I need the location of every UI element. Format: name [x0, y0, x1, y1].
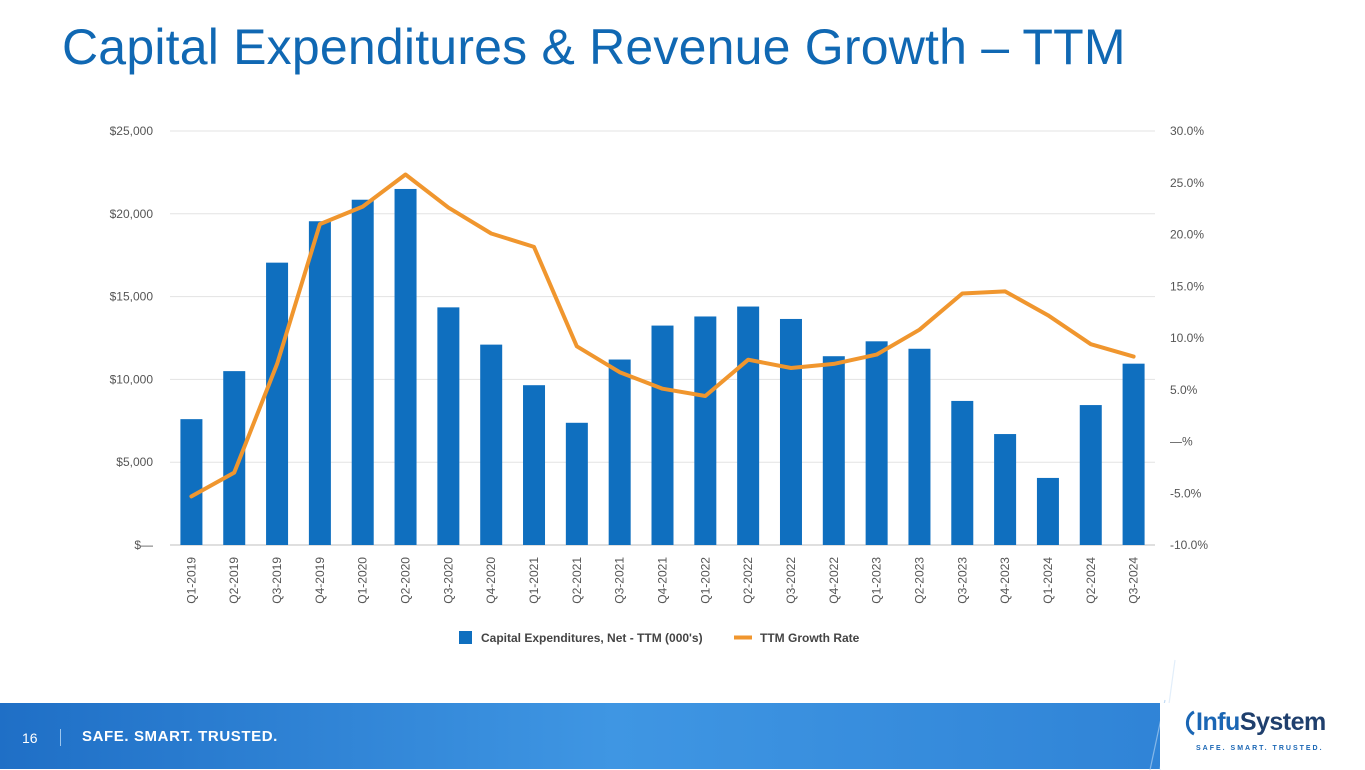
x-axis-tick-label: Q4-2022 — [827, 557, 841, 604]
x-axis-tick-label: Q3-2019 — [270, 557, 284, 604]
capex-bar — [652, 326, 674, 545]
legend-swatch-capex — [459, 631, 472, 644]
left-axis-ticks: $— $5,000 $10,000 $15,000 $20,000 $25,000 — [110, 124, 154, 552]
capex-bar — [866, 341, 888, 545]
x-axis-tick-label: Q1-2022 — [698, 557, 712, 604]
capex-bar — [395, 189, 417, 545]
capex-bar — [1080, 405, 1102, 545]
right-axis-tick-label: -5.0% — [1170, 486, 1202, 500]
x-axis-tick-label: Q4-2019 — [313, 557, 327, 604]
capex-bar — [737, 307, 759, 545]
capex-bar — [180, 419, 202, 545]
capex-bars — [180, 189, 1144, 545]
capex-bar — [694, 316, 716, 545]
capex-growth-chart: $— $5,000 $10,000 $15,000 $20,000 $25,000 -10… — [0, 0, 1365, 700]
right-axis-tick-label: —% — [1170, 435, 1193, 449]
x-axis-tick-label: Q3-2021 — [613, 557, 627, 604]
left-axis-tick-label: $5,000 — [116, 455, 153, 469]
x-axis-tick-label: Q1-2023 — [870, 557, 884, 604]
x-axis-tick-label: Q1-2021 — [527, 557, 541, 604]
x-axis-tick-label: Q4-2020 — [484, 557, 498, 604]
capex-bar — [609, 360, 631, 545]
x-axis-tick-label: Q2-2020 — [399, 557, 413, 604]
x-axis-tick-label: Q3-2023 — [955, 557, 969, 604]
capex-bar — [1037, 478, 1059, 545]
x-axis-tick-label: Q2-2024 — [1084, 557, 1098, 604]
company-logo: InfuSystem — [1196, 708, 1326, 737]
left-axis-tick-label: $25,000 — [110, 124, 154, 138]
capex-bar — [780, 319, 802, 545]
x-axis-tick-label: Q3-2022 — [784, 557, 798, 604]
capex-bar — [480, 345, 502, 545]
x-axis-tick-label: Q2-2021 — [570, 557, 584, 604]
capex-bar — [523, 385, 545, 545]
logo-prefix: Infu — [1196, 708, 1240, 736]
right-axis-tick-label: 10.0% — [1170, 331, 1204, 345]
capex-bar — [352, 200, 374, 545]
right-axis-tick-label: -10.0% — [1170, 538, 1208, 552]
logo-tagline: SAFE. SMART. TRUSTED. — [1196, 745, 1324, 752]
capex-bar — [951, 401, 973, 545]
x-axis-tick-label: Q4-2023 — [998, 557, 1012, 604]
x-axis-tick-label: Q2-2022 — [741, 557, 755, 604]
x-axis-tick-label: Q1-2020 — [356, 557, 370, 604]
capex-bar — [309, 221, 331, 545]
capex-bar — [566, 423, 588, 545]
x-axis-tick-label: Q4-2021 — [656, 557, 670, 604]
x-axis-tick-label: Q1-2019 — [184, 557, 198, 604]
x-axis-tick-label: Q3-2024 — [1127, 557, 1141, 604]
capex-bar — [994, 434, 1016, 545]
legend-label-growth: TTM Growth Rate — [760, 631, 860, 645]
capex-bar — [823, 356, 845, 545]
left-axis-tick-label: $— — [134, 538, 153, 552]
chart-legend: Capital Expenditures, Net - TTM (000's) T… — [459, 631, 860, 645]
legend-label-capex: Capital Expenditures, Net - TTM (000's) — [481, 631, 703, 645]
right-axis-tick-label: 20.0% — [1170, 228, 1204, 242]
capex-bar — [437, 307, 459, 545]
right-axis-tick-label: 15.0% — [1170, 279, 1204, 293]
right-axis-ticks: -10.0% -5.0% —% 5.0% 10.0% 15.0% 20.0% 25.0% 30.… — [1170, 124, 1208, 552]
left-axis-tick-label: $20,000 — [110, 207, 154, 221]
right-axis-tick-label: 30.0% — [1170, 124, 1204, 138]
left-axis-tick-label: $15,000 — [110, 290, 154, 304]
logo-suffix: System — [1240, 708, 1326, 736]
x-axis-ticks: Q1-2019 Q2-2019 Q3-2019 Q4-2019 Q1-2020 Q2-20… — [184, 557, 1140, 604]
footer-divider — [60, 729, 61, 746]
x-axis-tick-label: Q2-2023 — [912, 557, 926, 604]
page-number: 16 — [22, 730, 38, 746]
x-axis-tick-label: Q2-2019 — [227, 557, 241, 604]
x-axis-tick-label: Q1-2024 — [1041, 557, 1055, 604]
footer-tagline: SAFE. SMART. TRUSTED. — [82, 728, 278, 745]
capex-bar — [908, 349, 930, 545]
right-axis-tick-label: 25.0% — [1170, 176, 1204, 190]
x-axis-tick-label: Q3-2020 — [441, 557, 455, 604]
capex-bar — [266, 263, 288, 545]
capex-bar — [1123, 364, 1145, 545]
left-axis-tick-label: $10,000 — [110, 372, 154, 386]
right-axis-tick-label: 5.0% — [1170, 383, 1198, 397]
